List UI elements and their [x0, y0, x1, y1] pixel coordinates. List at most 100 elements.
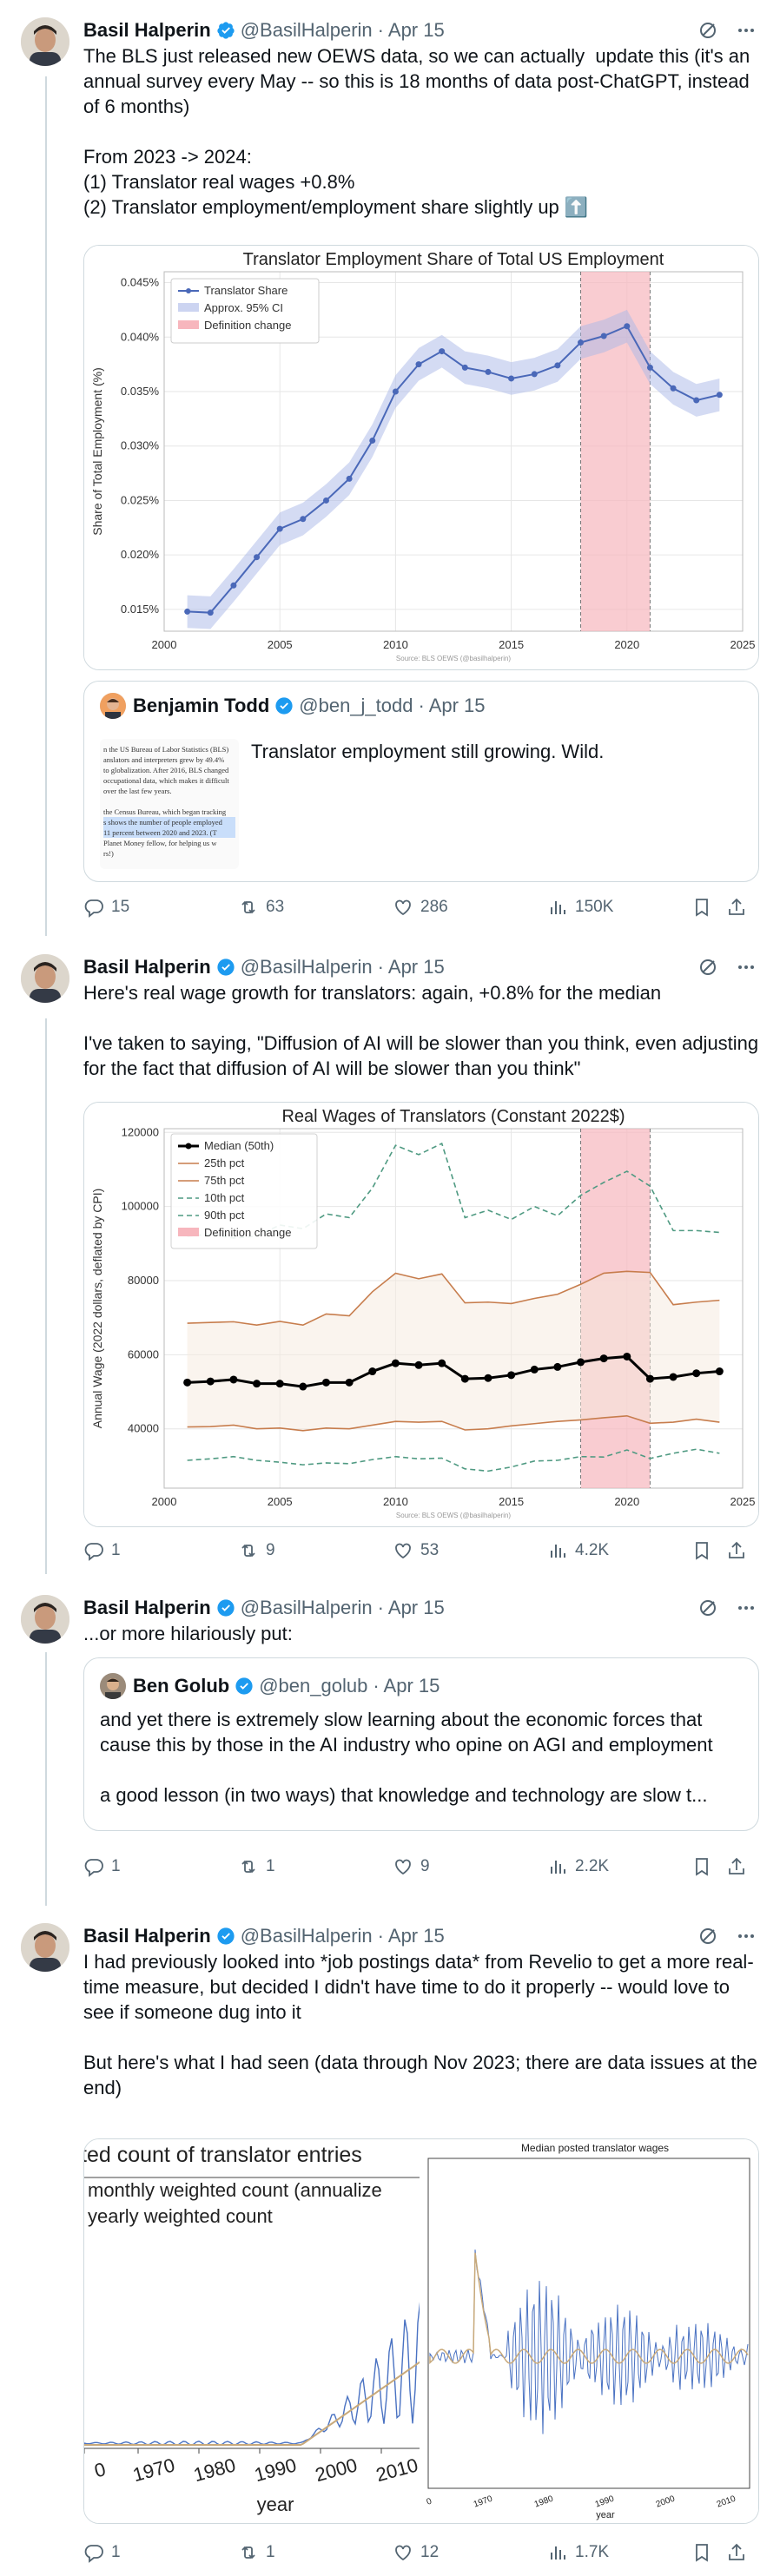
data-point	[599, 1354, 608, 1363]
image-left[interactable]: ted count of translator entries monthly w…	[84, 2139, 421, 2523]
tweet-4[interactable]: Basil Halperin @BasilHalperin · Apr 15 I…	[0, 1906, 780, 2576]
tweet-2[interactable]: Basil Halperin @BasilHalperin · Apr 15 H…	[0, 942, 780, 1576]
bookmark-icon	[696, 1542, 708, 1560]
author-name[interactable]: Basil Halperin	[83, 956, 211, 978]
avatar[interactable]	[21, 17, 69, 66]
repost-icon	[241, 900, 255, 914]
reply-button[interactable]: 15	[83, 897, 238, 918]
repost-button[interactable]: 63	[238, 897, 393, 918]
x-tick-label: 2025	[730, 638, 756, 651]
y-tick-label: 0.020%	[121, 548, 160, 561]
chart-background	[421, 2139, 758, 2523]
avatar[interactable]	[21, 954, 69, 1003]
quoted-tweet[interactable]: Benjamin Todd @ben_j_todd · Apr 15 n the…	[83, 681, 759, 882]
chart-title: Translator Employment Share of Total US …	[243, 250, 664, 269]
data-point	[645, 1374, 654, 1383]
tweet-date[interactable]: · Apr 15	[377, 956, 445, 978]
verified-badge-icon	[217, 1599, 235, 1617]
more-icon[interactable]	[733, 17, 759, 43]
author-name[interactable]: Basil Halperin	[83, 1597, 211, 1618]
share-button[interactable]	[726, 1540, 747, 1561]
share-button[interactable]	[726, 1856, 747, 1877]
reply-button[interactable]: 1	[83, 1856, 238, 1877]
data-point	[184, 608, 191, 615]
author-handle[interactable]: @BasilHalperin	[240, 19, 373, 41]
author-name[interactable]: Basil Halperin	[83, 1925, 211, 1947]
legend-label: 10th pct	[204, 1191, 245, 1204]
tweet-date[interactable]: · Apr 15	[377, 1925, 445, 1947]
share-button[interactable]	[726, 897, 747, 918]
image-pair-card[interactable]: ted count of translator entries monthly w…	[83, 2138, 759, 2524]
grok-icon[interactable]	[695, 17, 721, 43]
like-button[interactable]: 9	[393, 1856, 547, 1877]
bookmark-button[interactable]	[691, 1540, 726, 1561]
reply-count: 1	[111, 2543, 121, 2561]
views-count: 1.7K	[575, 2543, 610, 2561]
views-button[interactable]: 2.2K	[547, 1856, 691, 1877]
tweet-3[interactable]: Basil Halperin @BasilHalperin · Apr 15 .…	[0, 1576, 780, 1906]
reply-count: 1	[111, 1541, 121, 1559]
quoted-tweet[interactable]: Ben Golub @ben_golub · Apr 15 and yet th…	[83, 1657, 759, 1831]
verified-badge-icon	[235, 1677, 253, 1695]
image-right[interactable]: Median posted translator wages 0 1970 1980 1…	[421, 2139, 758, 2523]
like-icon	[395, 899, 411, 916]
x-tick-label: 2000	[152, 1495, 177, 1508]
repost-button[interactable]: 1	[238, 2542, 393, 2563]
y-tick-label: 40000	[128, 1422, 159, 1435]
repost-button[interactable]: 9	[238, 1540, 393, 1561]
views-button[interactable]: 1.7K	[547, 2542, 691, 2563]
views-button[interactable]: 4.2K	[547, 1540, 691, 1561]
author-handle[interactable]: @BasilHalperin	[240, 1925, 373, 1947]
views-icon	[551, 901, 565, 914]
more-icon[interactable]	[733, 1923, 759, 1949]
tweet-1[interactable]: Basil Halperin @BasilHalperin · Apr 15 T…	[0, 0, 780, 938]
y-tick-label: 0.030%	[121, 439, 160, 452]
more-icon[interactable]	[733, 1595, 759, 1621]
share-button[interactable]	[726, 2542, 747, 2563]
avatar[interactable]	[21, 1923, 69, 1972]
chart-card[interactable]: Real Wages of Translators (Constant 2022…	[83, 1102, 759, 1527]
grok-icon[interactable]	[695, 1595, 721, 1621]
repost-count: 63	[266, 898, 285, 916]
views-button[interactable]: 150K	[547, 897, 691, 918]
like-button[interactable]: 12	[393, 2542, 547, 2563]
tweet-date[interactable]: · Apr 15	[377, 1597, 445, 1618]
iqr-band	[187, 1271, 720, 1431]
verified-badge-icon	[217, 22, 235, 39]
grok-icon[interactable]	[695, 1923, 721, 1949]
data-point	[321, 1378, 330, 1387]
data-point	[460, 1374, 469, 1383]
bookmark-icon	[696, 2544, 708, 2562]
tweet-date[interactable]: · Apr 15	[377, 19, 445, 41]
author-handle[interactable]: @BasilHalperin	[240, 956, 373, 978]
avatar[interactable]	[21, 1595, 69, 1644]
legend-label: Translator Share	[204, 284, 288, 297]
data-point	[507, 1371, 516, 1380]
thumbnail-line: rs!)	[103, 849, 114, 858]
author-name[interactable]: Basil Halperin	[83, 19, 211, 41]
data-point	[484, 1374, 492, 1382]
data-point	[554, 362, 561, 369]
reply-button[interactable]: 1	[83, 2542, 238, 2563]
bookmark-button[interactable]	[691, 897, 726, 918]
thumbnail-line: n the US Bureau of Labor Statistics (BLS…	[103, 745, 229, 754]
more-icon[interactable]	[733, 954, 759, 980]
legend-swatch	[178, 320, 199, 329]
x-tick-label: 2000	[152, 638, 177, 651]
grok-icon[interactable]	[695, 954, 721, 980]
reply-button[interactable]: 1	[83, 1540, 238, 1561]
data-point	[600, 333, 607, 339]
author-handle[interactable]: @BasilHalperin	[240, 1597, 373, 1618]
legend-swatch	[178, 303, 199, 312]
chart-card[interactable]: Translator Employment Share of Total US …	[83, 245, 759, 670]
bookmark-button[interactable]	[691, 1856, 726, 1877]
thread-line	[45, 76, 47, 936]
like-button[interactable]: 53	[393, 1540, 547, 1561]
quote-thumbnail[interactable]: n the US Bureau of Labor Statistics (BLS…	[100, 739, 239, 869]
tweet-header: Basil Halperin @BasilHalperin · Apr 15	[83, 1595, 759, 1621]
repost-button[interactable]: 1	[238, 1856, 393, 1877]
data-point	[669, 1373, 678, 1381]
like-button[interactable]: 286	[393, 897, 547, 918]
bookmark-button[interactable]	[691, 2542, 726, 2563]
repost-icon	[241, 1544, 255, 1558]
